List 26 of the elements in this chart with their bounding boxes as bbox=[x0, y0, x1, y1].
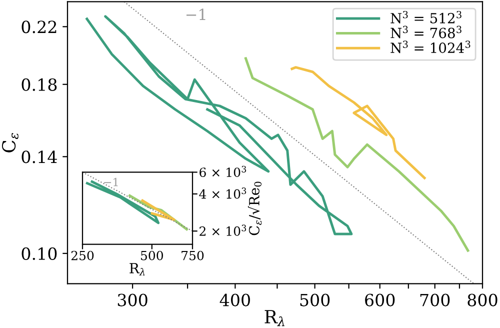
legend-label: N$^{3}$ = 768$^{3}$ bbox=[390, 26, 462, 38]
x-tick-label: 250 bbox=[71, 250, 94, 260]
y-tick-label: 0.18 bbox=[22, 78, 57, 91]
line-series bbox=[141, 199, 176, 221]
y-tick-label: 0.14 bbox=[22, 150, 57, 164]
annotation: −1 bbox=[186, 8, 206, 20]
y-axis-title: C$_{ε}$/√Re$_{0}$ bbox=[248, 182, 262, 236]
y-tick-label: 4 × 10$^{3}$ bbox=[199, 188, 246, 199]
annotation: −1 bbox=[104, 178, 118, 186]
x-tick-label: 500 bbox=[300, 294, 330, 306]
x-tick-label: 700 bbox=[420, 294, 450, 306]
legend-label: N$^{3}$ = 512$^{3}$ bbox=[390, 10, 462, 24]
x-tick-label: 500 bbox=[141, 250, 163, 260]
x-tick-label: 300 bbox=[118, 294, 148, 306]
y-tick-label: 6 × 10$^{3}$ bbox=[200, 166, 246, 178]
y-tick-label: 2 × 10$^{3}$ bbox=[200, 224, 246, 236]
x-tick-label: 600 bbox=[365, 294, 395, 306]
x-tick-label: 800 bbox=[468, 294, 498, 306]
y-axis-title: C$_{ε}$ bbox=[2, 133, 18, 152]
x-axis-title: R$_{λ}$ bbox=[264, 310, 284, 326]
x-tick-label: 400 bbox=[220, 294, 250, 306]
x-tick-label: 750 bbox=[182, 250, 204, 260]
legend-label: N$^{3}$ = 1024$^{3}$ bbox=[390, 40, 470, 54]
x-axis-title: R$_{λ}$ bbox=[130, 263, 145, 276]
y-tick-label: 0.10 bbox=[22, 247, 57, 260]
y-tick-label: 0.22 bbox=[22, 20, 56, 34]
